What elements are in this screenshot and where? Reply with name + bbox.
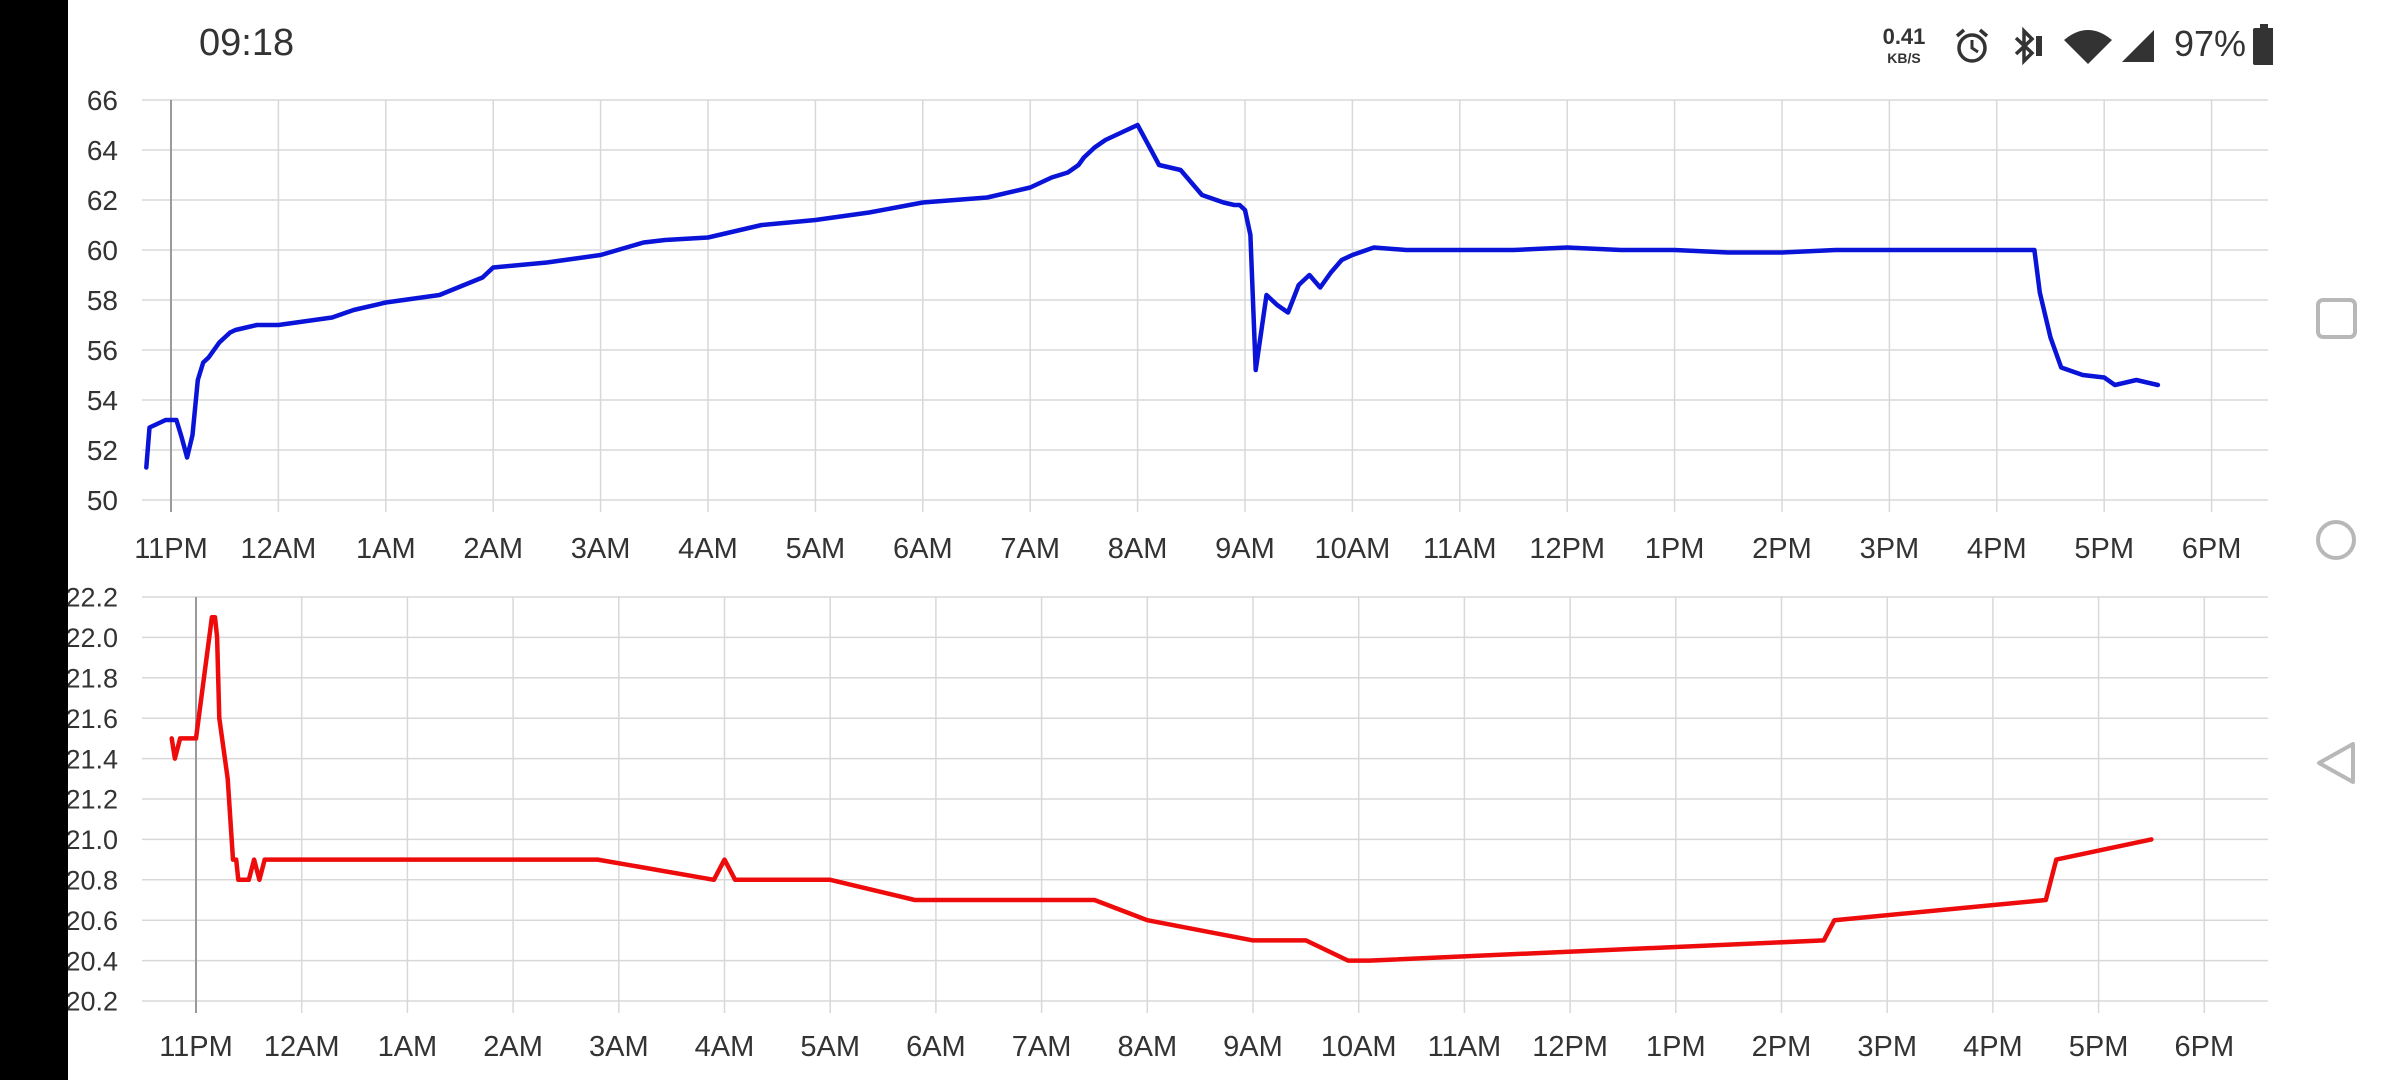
x-tick-label: 9AM — [1223, 1031, 1283, 1063]
x-tick-label: 4PM — [1963, 1031, 2023, 1063]
x-tick-label: 1AM — [378, 1031, 438, 1063]
x-tick-label: 1AM — [356, 533, 416, 565]
top-series-line-0 — [144, 122, 2161, 470]
y-tick-label: 20.4 — [68, 946, 118, 976]
x-tick-label: 10AM — [1321, 1031, 1397, 1063]
x-tick-label: 6PM — [2174, 1031, 2234, 1063]
x-tick-label: 4AM — [695, 1031, 755, 1063]
x-tick-label: 12AM — [241, 533, 317, 565]
bottom-x-tick-labels: 11PM 12AM 1AM 2AM 3AM 4AM 5AM 6AM 7AM 8AM 9AM 10AM 1… — [159, 1031, 2234, 1063]
y-tick-label: 21.6 — [68, 704, 118, 734]
x-tick-label: 4PM — [1967, 533, 2027, 565]
chart-bottom: 20.2 20.4 20.6 20.8 21.0 21.2 21.4 21.6 21.8 22.0… — [68, 583, 2268, 1063]
y-tick-label: 22.0 — [68, 623, 118, 653]
x-tick-label: 1PM — [1646, 1031, 1706, 1063]
x-tick-label: 3AM — [589, 1031, 649, 1063]
x-tick-label: 3PM — [1860, 533, 1920, 565]
home-circle-icon[interactable] — [2273, 500, 2400, 580]
x-tick-label: 2AM — [483, 1031, 543, 1063]
y-tick-label: 66 — [87, 85, 118, 116]
y-tick-label: 54 — [87, 385, 118, 416]
signal-icon — [2122, 30, 2154, 62]
x-tick-label: 7AM — [1000, 533, 1060, 565]
x-tick-label: 2AM — [463, 533, 523, 565]
y-tick-label: 64 — [87, 135, 118, 166]
net-speed-value: 0.41 — [1882, 24, 1926, 49]
y-tick-label: 52 — [87, 435, 118, 466]
x-tick-label: 3PM — [1857, 1031, 1917, 1063]
y-tick-label: 20.6 — [68, 906, 118, 936]
status-time: 09:18 — [199, 22, 295, 64]
top-y-tick-labels: 50 52 54 56 58 60 62 64 66 — [87, 85, 118, 516]
top-x-tick-labels: 11PM 12AM 1AM 2AM 3AM 4AM 5AM 6AM 7AM 8AM 9AM 10AM 1… — [134, 533, 2241, 565]
x-tick-label: 1PM — [1645, 533, 1705, 565]
net-speed-indicator: 0.41 KB/S — [1876, 18, 1932, 74]
alarm-icon — [1955, 28, 1989, 63]
recents-square-icon[interactable] — [2273, 279, 2400, 359]
bot-series-line-0 — [169, 614, 2154, 963]
x-tick-label: 2PM — [1752, 533, 1812, 565]
y-tick-label: 58 — [87, 285, 118, 316]
y-tick-label: 20.8 — [68, 866, 118, 896]
bottom-y-tick-labels: 20.2 20.4 20.6 20.8 21.0 21.2 21.4 21.6 21.8 22.0… — [68, 583, 118, 1017]
bottom-series-group — [169, 614, 2154, 963]
x-tick-label: 3AM — [571, 533, 631, 565]
x-tick-label: 5AM — [800, 1031, 860, 1063]
y-tick-label: 21.0 — [68, 825, 118, 855]
wifi-icon — [2064, 30, 2112, 64]
x-tick-label: 10AM — [1315, 533, 1391, 565]
x-tick-label: 7AM — [1012, 1031, 1072, 1063]
x-tick-label: 11PM — [134, 533, 208, 565]
y-tick-label: 21.2 — [68, 785, 118, 815]
back-triangle-icon[interactable] — [2273, 723, 2400, 803]
y-tick-label: 60 — [87, 235, 118, 266]
battery-icon — [2253, 24, 2275, 65]
x-tick-label: 6AM — [906, 1031, 966, 1063]
y-tick-label: 56 — [87, 335, 118, 366]
top-gridlines — [142, 99, 2268, 512]
x-tick-label: 6AM — [893, 533, 953, 565]
top-series-group — [144, 122, 2161, 470]
chart-top: 50 52 54 56 58 60 62 64 66 11PM 12AM 1AM 2AM 3AM 4AM 5… — [87, 85, 2268, 565]
x-tick-label: 5AM — [786, 533, 846, 565]
x-tick-label: 11AM — [1423, 533, 1497, 565]
x-tick-label: 12AM — [264, 1031, 340, 1063]
x-tick-label: 5PM — [2074, 533, 2134, 565]
x-tick-label: 2PM — [1752, 1031, 1812, 1063]
x-tick-label: 9AM — [1215, 533, 1275, 565]
x-tick-label: 5PM — [2069, 1031, 2129, 1063]
x-tick-label: 12PM — [1529, 533, 1605, 565]
x-tick-label: 11PM — [159, 1031, 233, 1063]
bluetooth-icon — [2014, 26, 2042, 66]
app-screen: 09:18 0.41 KB/S 97% 50 52 54 56 58 60 62 64 66 — [68, 0, 2275, 1080]
y-tick-label: 21.4 — [68, 744, 118, 774]
navigation-bar — [2273, 0, 2400, 1080]
bottom-gridlines — [142, 596, 2268, 1013]
y-tick-label: 20.2 — [68, 987, 118, 1017]
x-tick-label: 11AM — [1428, 1031, 1502, 1063]
y-tick-label: 21.8 — [68, 664, 118, 694]
x-tick-label: 6PM — [2182, 533, 2242, 565]
y-tick-label: 62 — [87, 185, 118, 216]
y-tick-label: 50 — [87, 485, 118, 516]
battery-percent: 97% — [2174, 23, 2247, 64]
x-tick-label: 8AM — [1108, 533, 1168, 565]
x-tick-label: 12PM — [1532, 1031, 1608, 1063]
y-tick-label: 22.2 — [68, 583, 118, 613]
x-tick-label: 4AM — [678, 533, 738, 565]
net-speed-unit: KB/S — [1887, 50, 1921, 66]
x-tick-label: 8AM — [1117, 1031, 1177, 1063]
